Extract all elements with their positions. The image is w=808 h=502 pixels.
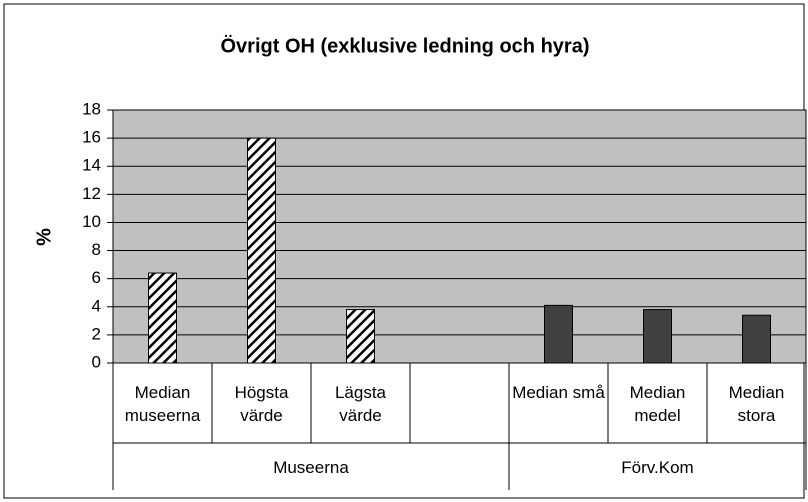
chart-title: Övrigt OH (exklusive ledning och hyra) [221,34,590,57]
y-tick-label: 6 [92,268,101,287]
bar [742,314,771,364]
y-tick-label: 12 [82,184,101,203]
y-tick-label: 0 [92,352,101,371]
group-label: Museerna [273,458,349,477]
x-tick-label: Median små [512,383,605,402]
y-tick-label: 18 [82,99,101,118]
plot-area [112,109,807,364]
y-tick-label: 2 [92,324,101,343]
group-label: Förv.Kom [621,458,694,477]
y-tick-label: 4 [92,296,101,315]
y-tick-label: 8 [92,240,101,259]
x-tick-label: Median medel [629,383,686,425]
y-tick-label: 10 [82,212,101,231]
bar [247,137,276,364]
bar [643,309,672,364]
x-tick-label: Median stora [728,383,785,425]
x-tick-label: Lägsta värde [334,383,387,425]
y-axis-label: % [33,228,55,246]
bar [346,309,375,364]
bar [544,304,573,364]
y-tick-label: 14 [82,156,101,175]
bar [148,272,177,364]
y-tick-label: 16 [82,128,101,147]
x-tick-label: Högsta värde [234,383,289,425]
x-tick-label: Median museerna [124,383,201,425]
